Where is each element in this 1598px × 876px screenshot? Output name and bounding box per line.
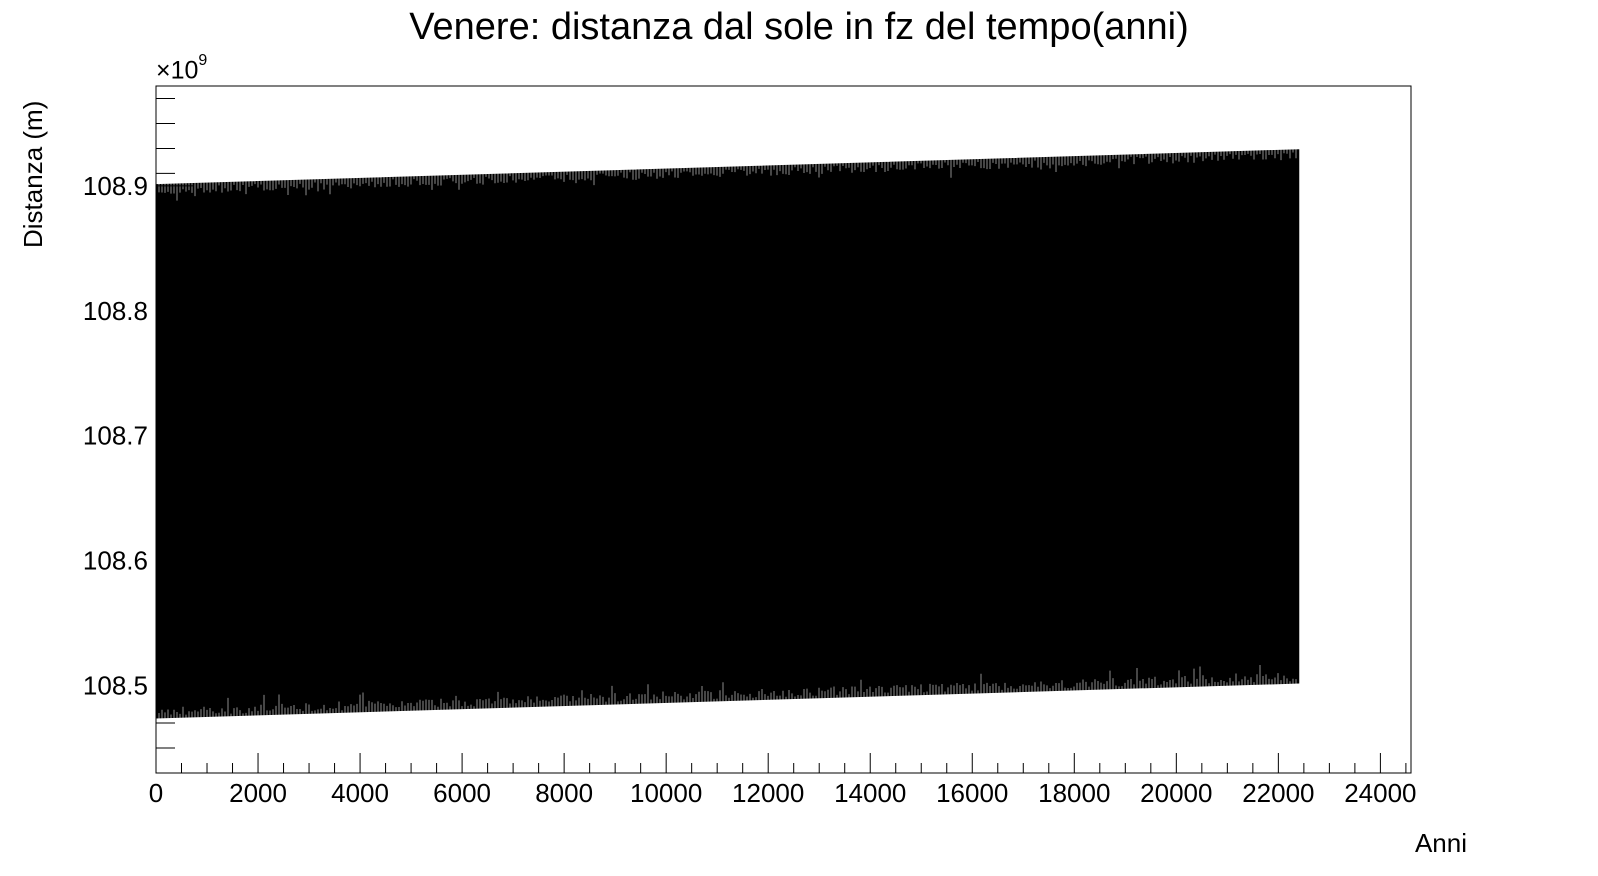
x-tick-label: 24000 — [1344, 778, 1416, 808]
x-tick-label: 14000 — [834, 778, 906, 808]
y-tick-label: 108.5 — [83, 671, 148, 701]
plot-frame — [155, 85, 1412, 774]
x-tick-label: 0 — [149, 778, 163, 808]
y-tick-label: 108.9 — [83, 171, 148, 201]
y-multiplier-base: ×10 — [156, 56, 199, 85]
x-tick-label: 6000 — [433, 778, 491, 808]
x-tick-label: 18000 — [1038, 778, 1110, 808]
x-tick-label: 10000 — [630, 778, 702, 808]
data-series-band — [155, 149, 1300, 719]
x-tick-label: 22000 — [1242, 778, 1314, 808]
x-axis-label: Anni — [1414, 828, 1467, 858]
y-axis-multiplier: ×109 — [156, 52, 207, 85]
y-tick-label: 108.8 — [83, 296, 148, 326]
chart-title: Venere: distanza dal sole in fz del temp… — [409, 6, 1189, 48]
x-tick-label: 16000 — [936, 778, 1008, 808]
x-tick-label: 4000 — [331, 778, 389, 808]
x-tick-label: 2000 — [229, 778, 287, 808]
x-tick-label: 20000 — [1140, 778, 1212, 808]
y-multiplier-exponent: 9 — [198, 52, 208, 69]
y-tick-label: 108.6 — [83, 546, 148, 576]
x-tick-label: 8000 — [535, 778, 593, 808]
y-tick-label: 108.7 — [83, 421, 148, 451]
x-tick-label: 12000 — [732, 778, 804, 808]
